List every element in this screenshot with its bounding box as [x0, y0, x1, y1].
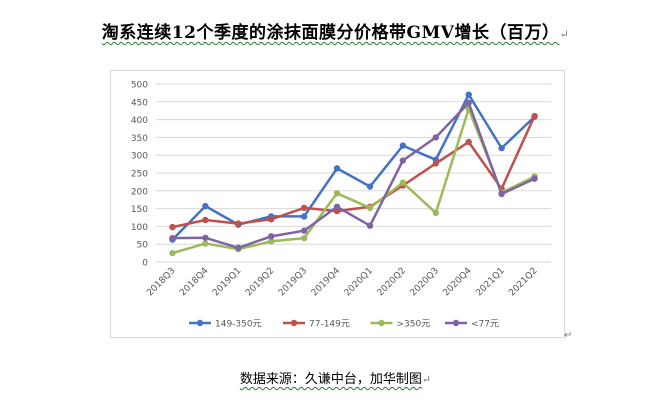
y-tick-label: 350: [131, 134, 148, 144]
x-tick-label: 2020Q4: [442, 266, 475, 299]
source-text: 数据来源：久谦中台，加华制图: [239, 372, 422, 387]
legend-label-0: 149-350元: [215, 320, 262, 330]
legend-marker-0: [196, 319, 204, 327]
data-point: [268, 233, 275, 240]
data-point: [235, 220, 242, 227]
x-tick-label: 2020Q1: [343, 266, 375, 298]
data-point: [432, 209, 439, 217]
data-point: [465, 91, 472, 98]
paragraph-mark-icon: ↵: [559, 28, 570, 41]
data-point: [268, 238, 275, 245]
data-point: [366, 204, 374, 212]
data-point: [333, 203, 341, 211]
y-tick-label: 250: [131, 170, 148, 180]
x-tick-label: 2019Q4: [310, 266, 343, 299]
legend-marker-1: [290, 319, 298, 327]
x-tick-label: 2020Q3: [409, 266, 441, 298]
source-note: 数据来源：久谦中台，加华制图↵: [0, 368, 671, 387]
source-paragraph-mark-icon: ↵: [421, 373, 432, 386]
data-point: [202, 216, 209, 224]
data-point: [366, 222, 374, 229]
data-point: [300, 234, 308, 242]
data-point: [235, 244, 242, 251]
data-point: [432, 134, 439, 141]
data-point: [300, 227, 308, 234]
y-tick-label: 450: [131, 98, 148, 108]
x-tick-label: 2019Q2: [244, 266, 276, 298]
title-text: 淘系连续12个季度的涂抹面膜分价格带GMV增长（百万）: [101, 23, 560, 43]
series-line-0: [171, 93, 536, 241]
x-tick-label: 2019Q1: [211, 266, 243, 298]
data-point: [169, 249, 176, 257]
x-tick-label: 2021Q2: [507, 266, 539, 298]
series-line-1: [172, 115, 536, 229]
data-point: [268, 216, 275, 223]
legend-label-1: 77-149元: [309, 320, 350, 330]
data-point: [432, 160, 439, 167]
data-point: [300, 213, 308, 220]
x-tick-label: 2018Q3: [145, 266, 177, 298]
legend-label-3: <77元: [471, 320, 499, 330]
legend-label-2: >350元: [397, 320, 431, 330]
data-point: [333, 190, 341, 197]
data-point: [498, 144, 505, 152]
data-point: [531, 112, 538, 120]
y-tick-label: 50: [137, 241, 149, 251]
page-title: 淘系连续12个季度的涂抹面膜分价格带GMV增长（百万）↵: [0, 18, 671, 43]
line-chart: 0 50 100 150 200 250 300 350 400 450 500 2018Q3 2018…: [131, 81, 551, 330]
data-point: [399, 157, 407, 164]
x-tick-label: 2021Q1: [474, 266, 506, 298]
x-tick-label: 2020Q2: [376, 266, 408, 298]
data-point: [531, 175, 538, 182]
data-point: [333, 165, 341, 172]
data-point: [202, 240, 209, 247]
data-point: [366, 183, 374, 190]
y-tick-label: 400: [131, 116, 148, 126]
data-point: [498, 190, 505, 198]
y-tick-label: 0: [142, 259, 148, 269]
data-point: [399, 179, 407, 186]
data-point: [202, 234, 209, 241]
series-line-2: [172, 107, 536, 255]
corner-paragraph-mark-icon: ↵: [564, 330, 573, 341]
data-point: [465, 99, 472, 107]
y-tick-label: 100: [131, 223, 148, 233]
data-point: [465, 138, 472, 146]
data-point: [169, 223, 176, 231]
y-tick-label: 200: [131, 187, 148, 197]
y-tick-label: 500: [131, 81, 148, 91]
y-tick-label: 150: [131, 205, 148, 215]
data-point: [169, 234, 176, 242]
data-point: [202, 202, 209, 210]
x-tick-label: 2018Q4: [178, 266, 211, 299]
data-point: [399, 142, 407, 149]
series-line-3: [172, 101, 536, 250]
legend-marker-2: [378, 319, 385, 327]
y-tick-label: 300: [131, 152, 148, 162]
chart-frame: 0 50 100 150 200 250 300 350 400 450 500 2018Q3 2018…: [110, 70, 565, 338]
x-tick-label: 2019Q3: [277, 266, 309, 298]
legend-marker-3: [452, 319, 460, 327]
data-point: [300, 204, 308, 212]
